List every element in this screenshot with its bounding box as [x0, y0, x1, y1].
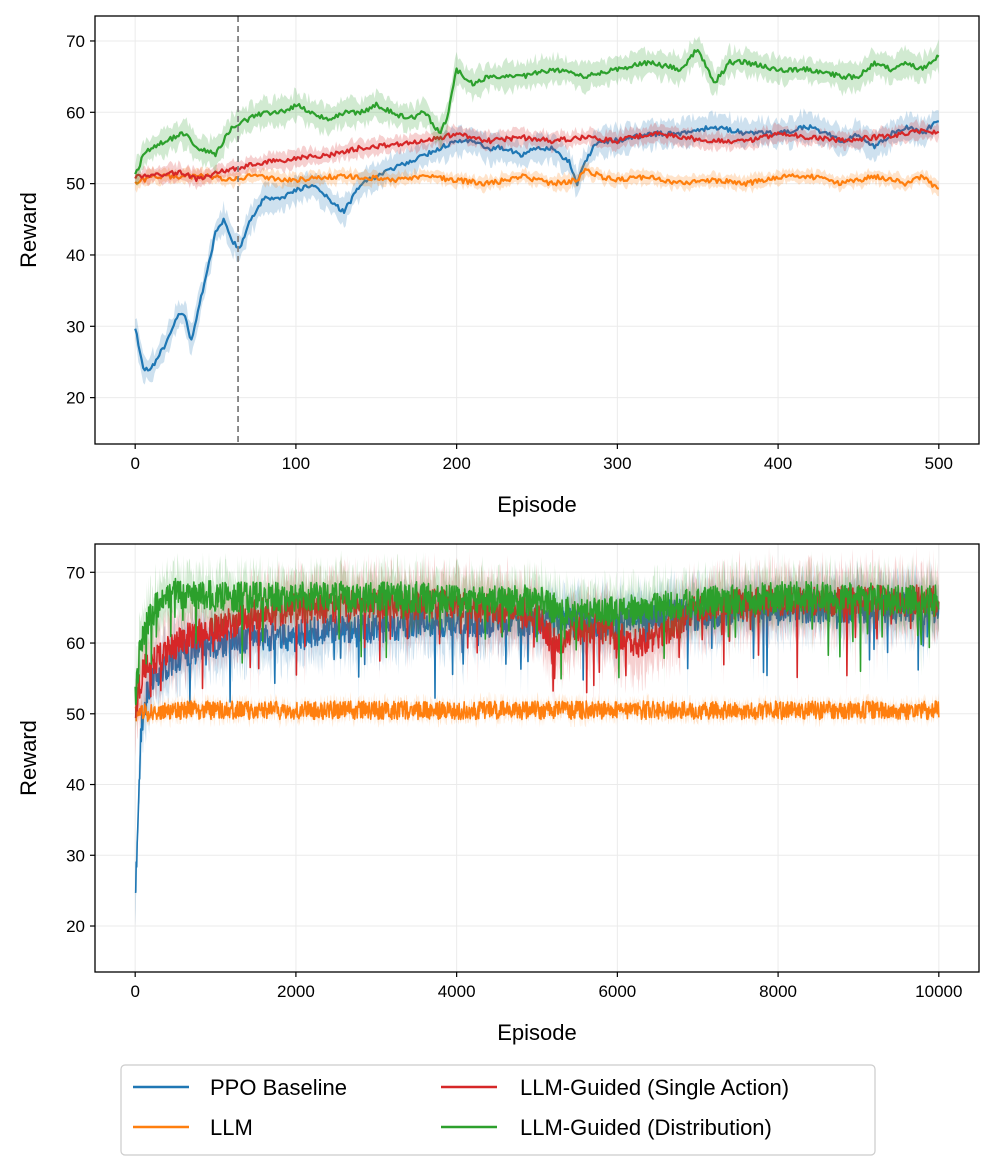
x-tick-label-8000: 8000	[759, 982, 797, 1001]
legend-label-llm: LLM	[210, 1115, 253, 1140]
x-tick-label-200: 200	[442, 454, 470, 473]
band-llm-guided-distribution	[135, 36, 939, 186]
y-tick-label-20: 20	[66, 917, 85, 936]
x-tick-label-100: 100	[282, 454, 310, 473]
x-tick-label-10000: 10000	[915, 982, 962, 1001]
y-tick-label-60: 60	[66, 634, 85, 653]
x-tick-label-0: 0	[130, 454, 139, 473]
y-tick-label-40: 40	[66, 246, 85, 265]
y-tick-label-60: 60	[66, 103, 85, 122]
legend-label-llm-guided-distribution: LLM-Guided (Distribution)	[520, 1115, 772, 1140]
x-tick-label-6000: 6000	[598, 982, 636, 1001]
x-tick-label-0: 0	[130, 982, 139, 1001]
series-line-llm-guided-single-action	[134, 128, 940, 183]
x-tick-label-4000: 4000	[438, 982, 476, 1001]
y-tick-label-20: 20	[66, 389, 85, 408]
legend-frame	[120, 1064, 876, 1156]
y-axis-label: Reward	[16, 720, 41, 796]
x-axis-label: Episode	[497, 1020, 577, 1045]
y-tick-label-50: 50	[66, 705, 85, 724]
x-tick-label-500: 500	[925, 454, 953, 473]
y-tick-label-40: 40	[66, 776, 85, 795]
legend-label-ppo-baseline: PPO Baseline	[210, 1075, 347, 1100]
y-tick-label-30: 30	[66, 846, 85, 865]
chart-bottom-long-horizon: 0 2000 4000 6000 8000 10000 20 30 40 50 60 70 Episod…	[16, 543, 980, 1045]
y-tick-label-30: 30	[66, 317, 85, 336]
series-line-llm-guided-distribution	[134, 49, 940, 175]
legend-label-llm-guided-single-action: LLM-Guided (Single Action)	[520, 1075, 789, 1100]
x-axis-label: Episode	[497, 492, 577, 517]
band-llm-guided-single-action	[135, 119, 939, 191]
series-line-ppo-baseline	[134, 120, 940, 372]
x-tick-label-2000: 2000	[277, 982, 315, 1001]
x-tick-label-300: 300	[603, 454, 631, 473]
axes-frame	[94, 543, 980, 973]
series-layer	[134, 545, 940, 926]
y-axis-label: Reward	[16, 192, 41, 268]
y-tick-label-70: 70	[66, 563, 85, 582]
axes-frame	[94, 15, 980, 445]
series-line-llm-guided-distribution	[134, 577, 940, 706]
chart-top-short-horizon: 0 100 200 300 400 500 20 30 40 50 60 70 Episode Rewar…	[16, 15, 980, 517]
series-line-llm	[134, 167, 940, 190]
series-line-llm	[134, 700, 940, 722]
y-tick-label-50: 50	[66, 175, 85, 194]
series-layer	[134, 36, 940, 385]
y-tick-label-70: 70	[66, 32, 85, 51]
legend: PPO Baseline LLM LLM-Guided (Single Acti…	[120, 1064, 876, 1156]
x-tick-label-400: 400	[764, 454, 792, 473]
